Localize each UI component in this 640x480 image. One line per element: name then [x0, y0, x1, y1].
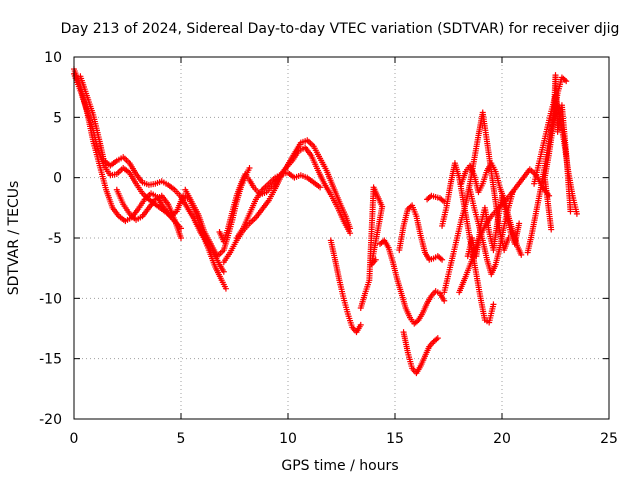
series-sat-s	[466, 186, 516, 278]
x-tick-label: 10	[279, 431, 297, 447]
tick-labels: 0 5 10 15 20 25 -20 -15 -10 -5 0 5 10	[39, 50, 618, 447]
data-point	[246, 165, 253, 172]
x-axis-label: GPS time / hours	[281, 458, 398, 474]
data-point	[573, 210, 580, 217]
data-point	[567, 208, 574, 215]
x-tick-label: 5	[177, 431, 186, 447]
data-point	[347, 225, 354, 232]
series-sat-n	[424, 192, 448, 205]
data-point	[490, 301, 497, 308]
data-point	[222, 285, 229, 292]
data-markers	[71, 66, 580, 377]
data-point	[518, 251, 525, 258]
series-sat-t	[458, 160, 525, 258]
series-sat-l	[396, 202, 446, 263]
series-sat-i	[327, 237, 364, 336]
y-tick-label: 10	[44, 50, 62, 66]
data-point	[563, 78, 570, 85]
data-point	[178, 235, 184, 241]
series-sat-p	[441, 109, 512, 296]
series-sat-r	[464, 192, 523, 260]
series-sat-c	[77, 73, 227, 275]
chart-title: Day 213 of 2024, Sidereal Day-to-day VTE…	[61, 21, 620, 37]
x-tick-label: 0	[70, 431, 79, 447]
data-point	[220, 268, 227, 275]
series-sat-w	[541, 72, 574, 233]
data-point	[372, 256, 379, 263]
y-tick-label: -5	[48, 231, 62, 247]
series-sat-g	[220, 137, 354, 266]
y-tick-label: 0	[53, 171, 62, 187]
data-point	[434, 335, 441, 342]
series-sat-h	[233, 169, 324, 241]
y-axis-label: SDTVAR / TECUs	[6, 181, 22, 296]
series-sat-k	[377, 237, 448, 327]
data-point	[357, 321, 364, 328]
x-tick-label: 25	[600, 431, 618, 447]
x-tick-label: 20	[493, 431, 511, 447]
data-point	[509, 189, 516, 196]
series-sat-o	[439, 160, 497, 326]
series-sat-m	[400, 329, 441, 377]
series-sat-f	[216, 144, 354, 245]
data-point	[439, 256, 446, 263]
y-tick-label: -10	[39, 291, 62, 307]
series-sat-a	[71, 66, 229, 292]
axis-ticks	[73, 56, 610, 420]
data-point	[317, 184, 324, 191]
y-tick-label: -20	[39, 412, 62, 428]
x-tick-label: 15	[386, 431, 404, 447]
series-sat-j	[357, 184, 386, 311]
data-point	[516, 220, 523, 227]
series-sat-d	[113, 186, 184, 241]
y-tick-label: 5	[53, 110, 62, 126]
data-point	[441, 297, 448, 304]
y-tick-label: -15	[39, 352, 62, 368]
